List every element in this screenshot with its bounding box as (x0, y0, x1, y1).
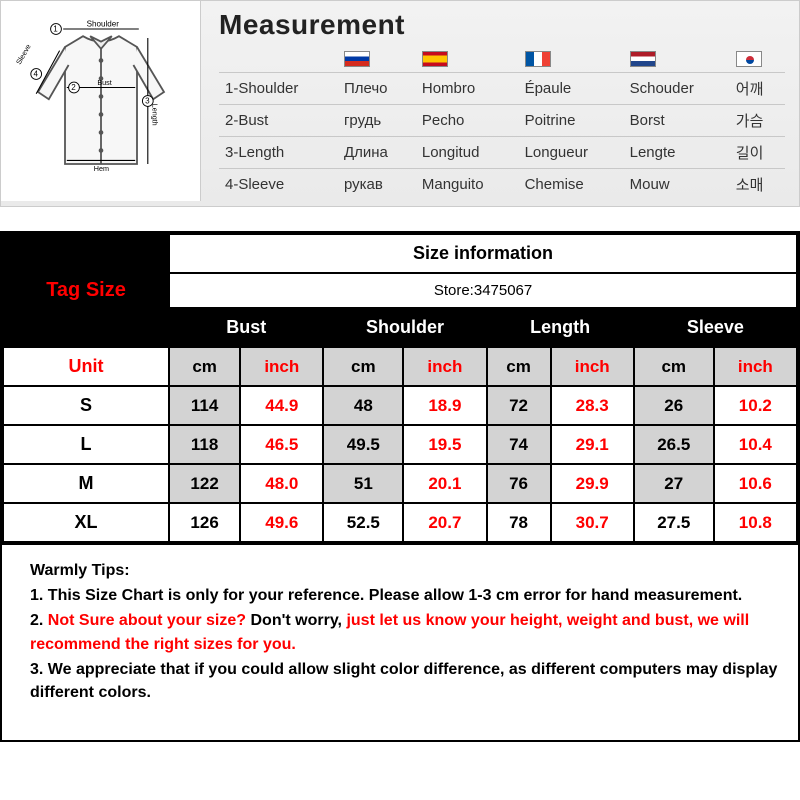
svg-text:1: 1 (53, 25, 58, 34)
size-table: Tag Size Size information Store:3475067 … (2, 233, 798, 543)
flag-fr-icon (525, 51, 551, 67)
unit-label: Unit (3, 347, 169, 386)
size-row-s: S 114 44.9 48 18.9 72 28.3 26 10.2 (3, 386, 797, 425)
svg-text:3: 3 (145, 97, 150, 106)
tip-2: 2. Not Sure about your size? Don't worry… (30, 609, 780, 655)
tip-3: 3. We appreciate that if you could allow… (30, 658, 780, 704)
translation-table: 1-Shoulder Плечо Hombro Épaule Schouder … (219, 45, 785, 200)
translate-row-bust: 2-Bust грудь Pecho Poitrine Borst 가슴 (219, 105, 785, 137)
svg-text:4: 4 (33, 70, 38, 79)
row-label: 1-Shoulder (219, 73, 338, 105)
size-row-xl: XL 126 49.6 52.5 20.7 78 30.7 27.5 10.8 (3, 503, 797, 542)
translate-row-shoulder: 1-Shoulder Плечо Hombro Épaule Schouder … (219, 73, 785, 105)
tag-size-header: Tag Size (3, 234, 169, 347)
dim-bust: Bust (169, 308, 323, 347)
svg-text:Bust: Bust (97, 78, 111, 87)
measurement-title: Measurement (219, 9, 785, 41)
size-row-l: L 118 46.5 49.5 19.5 74 29.1 26.5 10.4 (3, 425, 797, 464)
size-info-header: Size information (169, 234, 797, 273)
svg-text:Hem: Hem (93, 164, 108, 173)
flag-ru-icon (344, 51, 370, 67)
tips-title: Warmly Tips: (30, 559, 780, 582)
flag-nl-icon (630, 51, 656, 67)
dim-length: Length (487, 308, 634, 347)
svg-text:Length: Length (150, 104, 159, 126)
measurement-panel: 1 Shoulder 2 Bust 3 Length 4 Sleeve Hem … (0, 0, 800, 207)
flag-kr-icon (736, 51, 762, 67)
translate-row-length: 3-Length Длина Longitud Longueur Lengte … (219, 137, 785, 169)
tip-1: 1. This Size Chart is only for your refe… (30, 584, 780, 607)
svg-text:2: 2 (71, 83, 76, 92)
dim-sleeve: Sleeve (634, 308, 797, 347)
size-row-m: M 122 48.0 51 20.1 76 29.9 27 10.6 (3, 464, 797, 503)
warmly-tips: Warmly Tips: 1. This Size Chart is only … (0, 545, 800, 742)
svg-text:Sleeve: Sleeve (13, 42, 32, 66)
store-id: Store:3475067 (169, 273, 797, 308)
svg-text:Shoulder: Shoulder (86, 19, 119, 28)
dim-shoulder: Shoulder (323, 308, 486, 347)
translate-row-sleeve: 4-Sleeve рукав Manguito Chemise Mouw 소매 (219, 169, 785, 201)
flag-es-icon (422, 51, 448, 67)
shirt-diagram: 1 Shoulder 2 Bust 3 Length 4 Sleeve Hem (1, 1, 201, 201)
